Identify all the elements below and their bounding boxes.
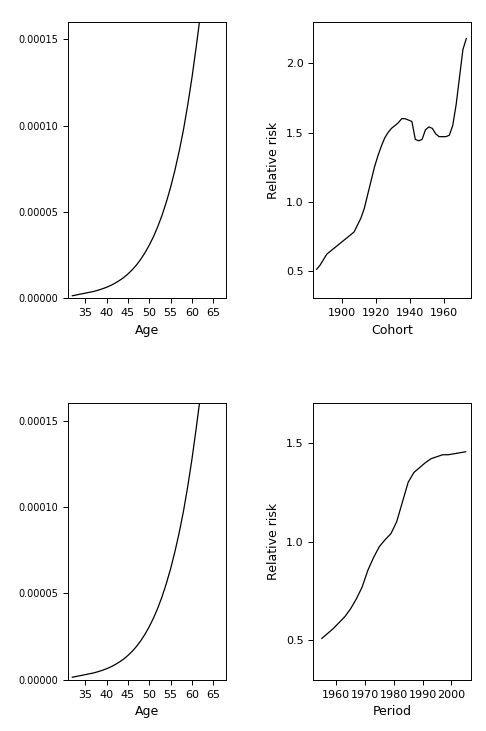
Y-axis label: Relative risk: Relative risk — [267, 503, 280, 580]
X-axis label: Cohort: Cohort — [371, 324, 413, 337]
X-axis label: Period: Period — [373, 705, 412, 718]
X-axis label: Age: Age — [135, 705, 159, 718]
Y-axis label: Relative risk: Relative risk — [267, 121, 280, 199]
X-axis label: Age: Age — [135, 324, 159, 337]
